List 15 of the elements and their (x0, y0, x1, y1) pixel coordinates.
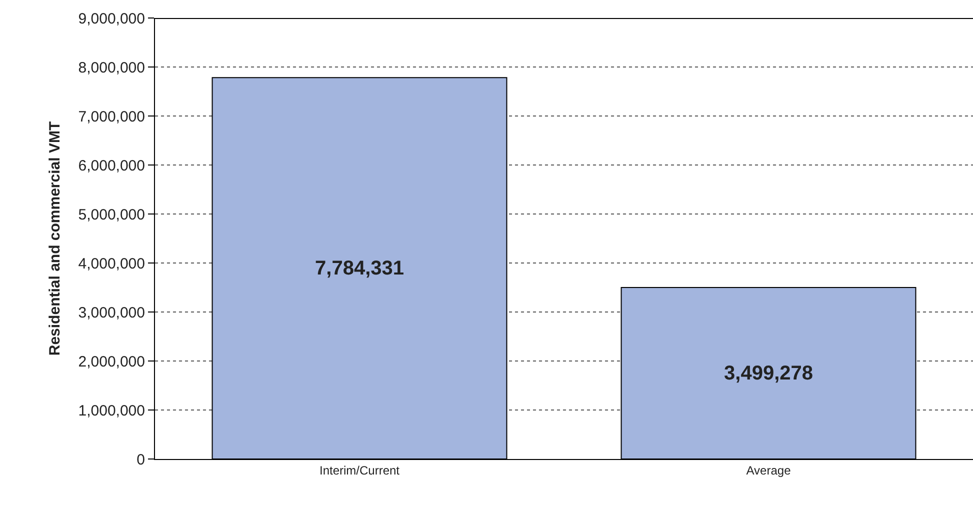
y-tick-label: 0 (136, 451, 145, 468)
y-tick-label: 1,000,000 (78, 402, 145, 420)
y-tick-label: 9,000,000 (78, 10, 145, 28)
y-axis-title: Residential and commercial VMT (46, 121, 64, 356)
y-tick-label: 2,000,000 (78, 353, 145, 370)
y-tick-label: 6,000,000 (78, 157, 145, 174)
x-tick-label: Average (746, 463, 792, 478)
y-tick-label: 7,000,000 (78, 108, 145, 126)
y-tick-label: 3,000,000 (78, 304, 145, 322)
y-tick-label: 5,000,000 (78, 206, 145, 224)
y-tick-label: 8,000,000 (78, 59, 145, 76)
data-label: 3,499,278 (724, 362, 813, 384)
data-label: 7,784,331 (315, 257, 404, 280)
x-tick-label: Interim/Current (319, 463, 400, 478)
y-tick-label: 4,000,000 (78, 255, 145, 272)
